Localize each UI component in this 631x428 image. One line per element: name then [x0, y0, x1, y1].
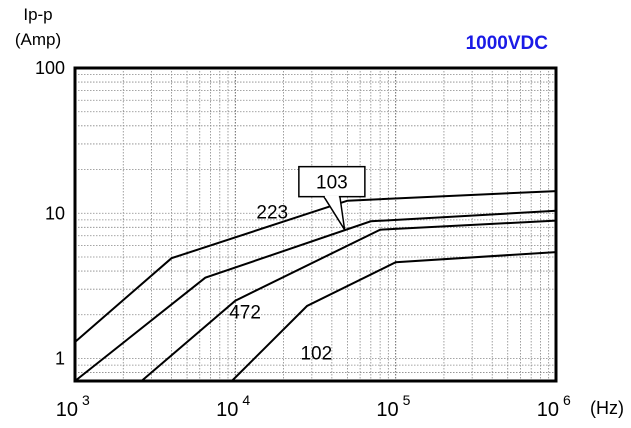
annotation-box-103 [298, 165, 366, 198]
x-tick-label: 10 [537, 399, 559, 421]
y-tick-label: 10 [45, 203, 65, 223]
y-axis-label-line-2: (Amp) [15, 30, 61, 49]
y-tick-label: 1 [55, 349, 65, 369]
annotation-pointer-103 [323, 196, 346, 231]
x-tick-label: 10 [376, 399, 398, 421]
series-line-223 [74, 190, 557, 343]
series-label-103: 103 [316, 173, 348, 194]
plot-frame [73, 66, 558, 383]
x-tick-exponent: 3 [82, 392, 90, 408]
series-lines [74, 190, 557, 382]
y-axis-label-line-1: Ip-p [23, 5, 52, 24]
series-line-102 [231, 251, 557, 382]
x-tick-exponent: 6 [563, 392, 571, 408]
x-axis-unit-label: (Hz) [590, 398, 624, 418]
x-tick-exponent: 4 [242, 392, 250, 408]
series-line-103 [74, 209, 557, 382]
x-tick-exponent: 5 [403, 392, 411, 408]
series-label-472: 472 [229, 303, 261, 324]
series-label-102: 102 [300, 343, 332, 364]
chart-title: 1000VDC [466, 33, 549, 54]
y-tick-label: 100 [35, 58, 65, 78]
series-line-472 [140, 219, 557, 382]
x-tick-label: 10 [56, 399, 78, 421]
series-label-223: 223 [256, 202, 288, 223]
x-tick-label: 10 [216, 399, 238, 421]
annotations: 223 103 472 102 [229, 165, 366, 364]
